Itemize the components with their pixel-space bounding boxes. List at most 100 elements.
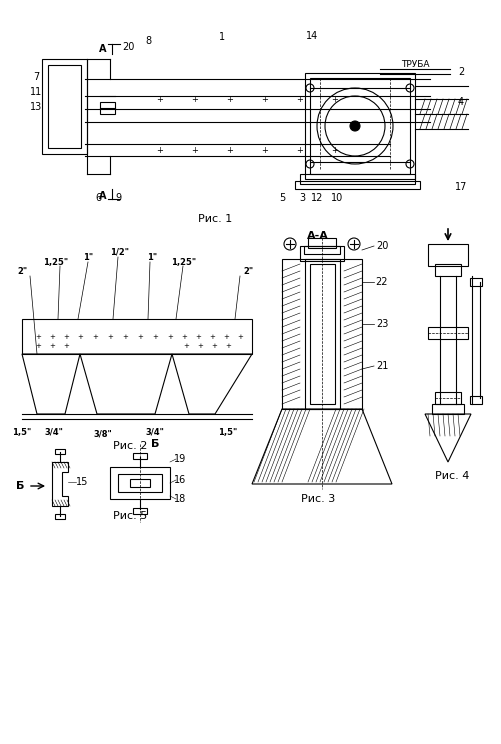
- Bar: [100, 102, 115, 114]
- Text: А: А: [99, 191, 107, 201]
- Text: 15: 15: [76, 477, 88, 487]
- Text: 2: 2: [457, 67, 463, 77]
- Text: ТРУБА: ТРУБА: [400, 60, 428, 68]
- Text: 1,25": 1,25": [44, 257, 69, 266]
- Bar: [427, 327, 467, 339]
- Bar: [305, 259, 339, 409]
- Bar: [55, 449, 65, 454]
- Bar: [305, 73, 414, 179]
- Circle shape: [349, 121, 359, 131]
- Bar: [431, 404, 463, 414]
- Text: 3/8": 3/8": [94, 429, 112, 438]
- Text: 22: 22: [375, 277, 387, 287]
- Text: +: +: [92, 334, 98, 340]
- Text: +: +: [49, 343, 55, 349]
- Text: +: +: [224, 343, 230, 349]
- Text: 1": 1": [147, 252, 157, 261]
- Text: +: +: [49, 334, 55, 340]
- Bar: [469, 396, 481, 404]
- Text: 3: 3: [298, 193, 305, 203]
- Bar: [118, 474, 162, 492]
- Text: А-А: А-А: [307, 231, 328, 241]
- Bar: [282, 259, 361, 409]
- Text: +: +: [261, 146, 268, 155]
- Text: +: +: [181, 334, 186, 340]
- Text: 5: 5: [279, 193, 285, 203]
- Text: 2": 2": [17, 266, 27, 275]
- Bar: [133, 508, 147, 514]
- Text: 11: 11: [30, 87, 42, 97]
- Text: 21: 21: [375, 361, 387, 371]
- Text: Б: Б: [16, 481, 24, 491]
- Text: 7: 7: [33, 72, 39, 82]
- Text: +: +: [222, 334, 228, 340]
- Text: 4: 4: [457, 97, 463, 107]
- Bar: [295, 181, 419, 189]
- Bar: [300, 174, 414, 184]
- Text: 12: 12: [310, 193, 323, 203]
- Text: +: +: [122, 334, 128, 340]
- Text: 3/4": 3/4": [145, 428, 164, 437]
- Text: 1: 1: [218, 32, 224, 42]
- Text: +: +: [107, 334, 113, 340]
- Bar: [304, 246, 339, 254]
- Bar: [469, 278, 481, 286]
- Text: +: +: [63, 343, 69, 349]
- Bar: [300, 246, 343, 261]
- Text: 1,25": 1,25": [171, 257, 196, 266]
- Text: Рис. 3: Рис. 3: [300, 494, 335, 504]
- Bar: [310, 78, 409, 174]
- Text: +: +: [152, 334, 158, 340]
- Text: 20: 20: [122, 42, 134, 52]
- Text: Рис. 4: Рис. 4: [434, 471, 468, 481]
- Text: Рис. 2: Рис. 2: [113, 441, 147, 451]
- Text: 14: 14: [305, 31, 318, 41]
- Text: +: +: [195, 334, 200, 340]
- Bar: [55, 514, 65, 519]
- Text: +: +: [197, 343, 202, 349]
- Text: 1,5": 1,5": [13, 428, 32, 437]
- Text: +: +: [191, 146, 198, 155]
- Text: +: +: [236, 334, 242, 340]
- Bar: [434, 392, 460, 404]
- Text: 13: 13: [30, 102, 42, 112]
- Text: 6: 6: [95, 193, 101, 203]
- Bar: [22, 319, 252, 354]
- Text: Рис. 1: Рис. 1: [197, 214, 231, 224]
- Text: 17: 17: [454, 182, 466, 192]
- Text: +: +: [210, 343, 216, 349]
- Text: 2": 2": [242, 266, 253, 275]
- Text: +: +: [296, 146, 303, 155]
- Bar: [48, 65, 81, 148]
- Text: +: +: [137, 334, 143, 340]
- Text: 20: 20: [375, 241, 387, 251]
- Text: 16: 16: [173, 475, 186, 485]
- Text: +: +: [35, 334, 41, 340]
- Text: 10: 10: [330, 193, 343, 203]
- Text: +: +: [191, 94, 198, 103]
- Text: 1,5": 1,5": [218, 428, 237, 437]
- Text: 18: 18: [173, 494, 186, 504]
- Text: +: +: [63, 334, 69, 340]
- Bar: [427, 244, 467, 266]
- Text: +: +: [35, 343, 41, 349]
- Bar: [42, 59, 87, 154]
- Text: +: +: [183, 343, 188, 349]
- Text: +: +: [261, 94, 268, 103]
- Text: 3/4": 3/4": [45, 428, 63, 437]
- Bar: [310, 264, 334, 404]
- Text: 8: 8: [145, 36, 151, 46]
- Text: +: +: [226, 94, 233, 103]
- Text: Б: Б: [150, 439, 159, 449]
- Text: 19: 19: [173, 454, 186, 464]
- Text: 1": 1": [83, 252, 93, 261]
- Text: +: +: [331, 94, 338, 103]
- Text: +: +: [167, 334, 172, 340]
- Text: +: +: [156, 94, 163, 103]
- Bar: [434, 264, 460, 276]
- Text: 9: 9: [115, 193, 121, 203]
- Text: +: +: [77, 334, 83, 340]
- Text: Рис. 5: Рис. 5: [113, 511, 147, 521]
- Text: 23: 23: [375, 319, 387, 329]
- Text: 1/2": 1/2": [110, 248, 129, 257]
